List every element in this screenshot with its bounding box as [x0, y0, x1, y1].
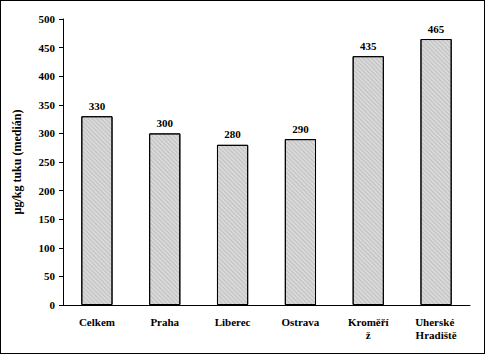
svg-text:150: 150	[39, 213, 56, 225]
svg-text:400: 400	[39, 70, 56, 82]
svg-text:100: 100	[39, 242, 56, 254]
svg-text:Liberec: Liberec	[215, 316, 251, 328]
svg-text:Uherské: Uherské	[415, 316, 457, 328]
svg-text:200: 200	[39, 185, 56, 197]
svg-text:Celkem: Celkem	[79, 316, 115, 328]
svg-text:290: 290	[292, 123, 309, 135]
svg-text:300: 300	[157, 117, 174, 129]
svg-text:Kroměří: Kroměří	[348, 316, 390, 328]
svg-text:330: 330	[89, 100, 106, 112]
svg-text:300: 300	[39, 127, 56, 139]
svg-text:Hradiště: Hradiště	[416, 329, 457, 341]
svg-text:50: 50	[44, 270, 56, 282]
svg-text:350: 350	[39, 99, 56, 111]
svg-text:Ostrava: Ostrava	[281, 316, 319, 328]
svg-text:ž: ž	[366, 329, 371, 341]
svg-text:0: 0	[50, 299, 56, 311]
svg-text:Praha: Praha	[150, 316, 179, 328]
svg-text:µg/kg tuku (medián): µg/kg tuku (medián)	[10, 110, 24, 215]
svg-text:450: 450	[39, 42, 56, 54]
svg-text:465: 465	[428, 23, 445, 35]
svg-text:500: 500	[39, 13, 56, 25]
svg-text:250: 250	[39, 156, 56, 168]
svg-text:280: 280	[224, 128, 241, 140]
svg-text:435: 435	[360, 40, 377, 52]
